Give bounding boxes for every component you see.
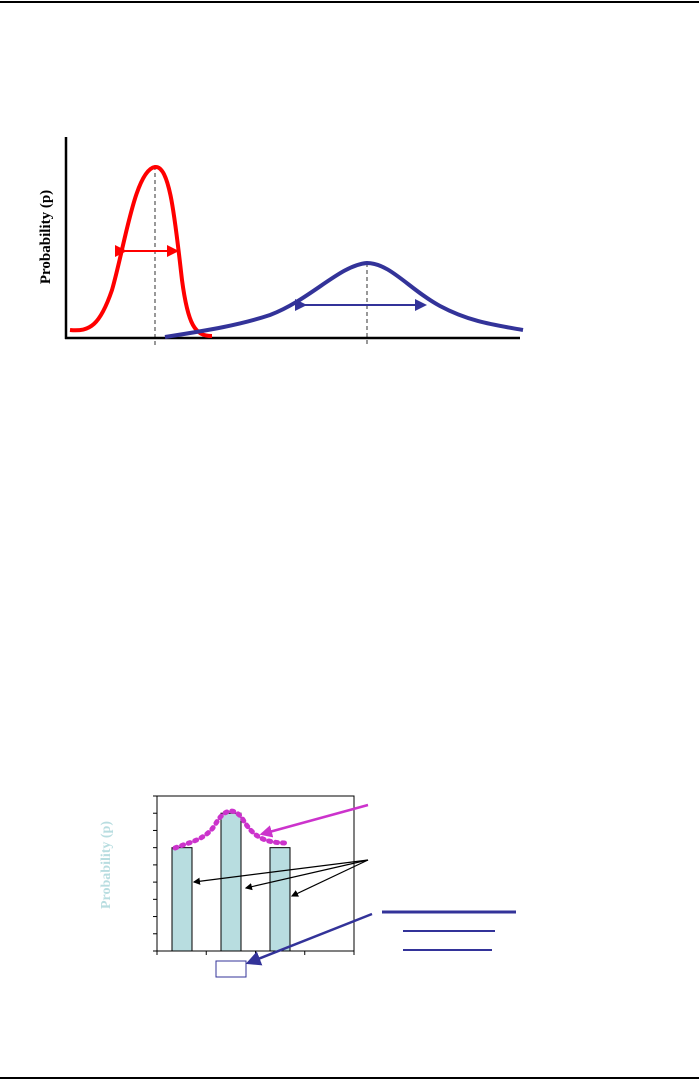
bar <box>269 847 291 952</box>
figure1: Probability (p) <box>38 137 524 345</box>
label-box <box>215 960 247 978</box>
figure2: Probability (p) <box>99 795 516 978</box>
box-arrow <box>245 912 373 966</box>
envelope-arrow <box>259 803 369 838</box>
envelope-curve <box>172 808 290 851</box>
figure2-ylabel: Probability (p) <box>99 821 114 909</box>
narrow-distribution-curve <box>69 165 213 338</box>
wide-distribution-curve <box>164 260 524 339</box>
header-rule <box>0 1 699 3</box>
figure1-ylabel: Probability (p) <box>38 190 54 284</box>
bar <box>171 847 193 952</box>
bar <box>220 812 242 952</box>
bar-arrow-3 <box>290 859 369 897</box>
bar-arrow-1 <box>192 859 369 885</box>
footer-rule <box>0 1077 699 1079</box>
bar-arrow-2 <box>244 859 369 891</box>
